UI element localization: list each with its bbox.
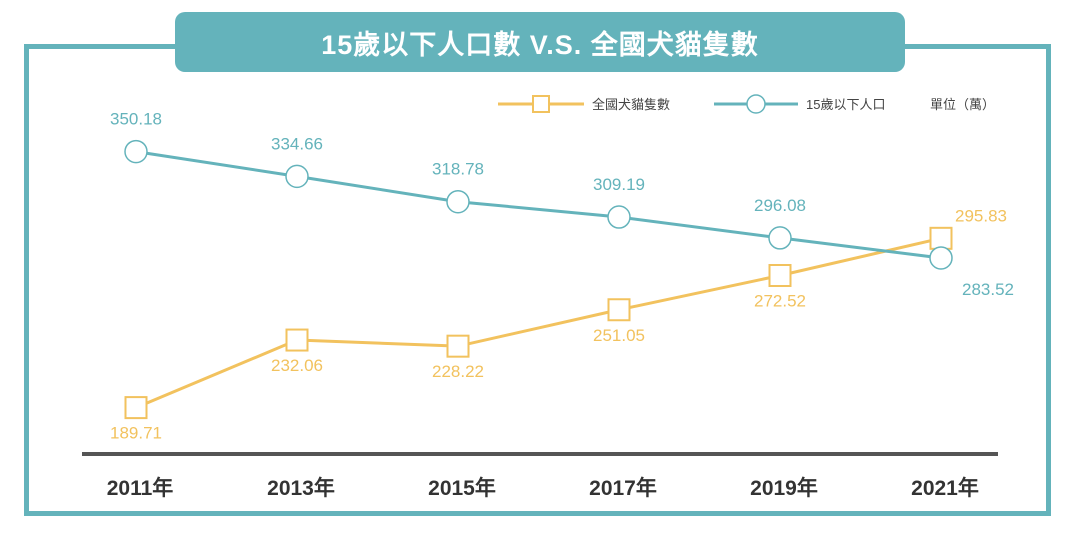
data-point-circle (124, 139, 148, 164)
data-point-square (929, 226, 953, 250)
data-label: 228.22 (432, 362, 484, 381)
data-label: 350.18 (110, 110, 162, 129)
legend-marker-circle (746, 94, 766, 114)
x-tick-label: 2017年 (589, 476, 657, 500)
chart-title: 15歲以下人口數 V.S. 全國犬貓隻數 (321, 29, 759, 60)
data-label: 251.05 (593, 326, 645, 345)
x-tick-label: 2015年 (428, 476, 496, 500)
title-banner: 15歲以下人口數 V.S. 全國犬貓隻數 (175, 12, 905, 72)
data-label: 309.19 (593, 175, 645, 194)
series-line-1 (135, 150, 942, 260)
data-point-square (446, 334, 470, 358)
x-tick-label: 2021年 (911, 476, 979, 500)
x-tick-label: 2011年 (107, 476, 174, 500)
data-point-circle (285, 164, 309, 189)
data-label: 232.06 (271, 356, 323, 375)
data-point-square (285, 328, 309, 352)
data-label: 334.66 (271, 134, 323, 153)
data-point-circle (929, 246, 953, 270)
data-point-square (124, 396, 148, 420)
x-tick-label: 2013年 (267, 476, 335, 500)
data-label: 318.78 (432, 160, 484, 179)
legend-marker-square (532, 95, 550, 113)
data-label: 296.08 (754, 196, 806, 215)
data-label: 272.52 (754, 292, 806, 311)
data-point-circle (607, 205, 631, 229)
series-line-0 (135, 236, 942, 409)
data-point-circle (446, 189, 470, 214)
data-label: 189.71 (110, 424, 162, 443)
legend-label: 全國犬貓隻數 (592, 97, 670, 112)
x-tick-label: 2019年 (750, 476, 818, 500)
legend-label: 15歲以下人口 (806, 97, 885, 112)
legend: 全國犬貓隻數 15歲以下人口 單位（萬） (498, 94, 995, 114)
data-label: 295.83 (955, 206, 1007, 225)
unit-label: 單位（萬） (930, 97, 995, 112)
data-point-circle (768, 226, 792, 250)
data-point-square (607, 298, 631, 322)
data-point-square (768, 264, 792, 288)
data-label: 283.52 (962, 280, 1014, 299)
